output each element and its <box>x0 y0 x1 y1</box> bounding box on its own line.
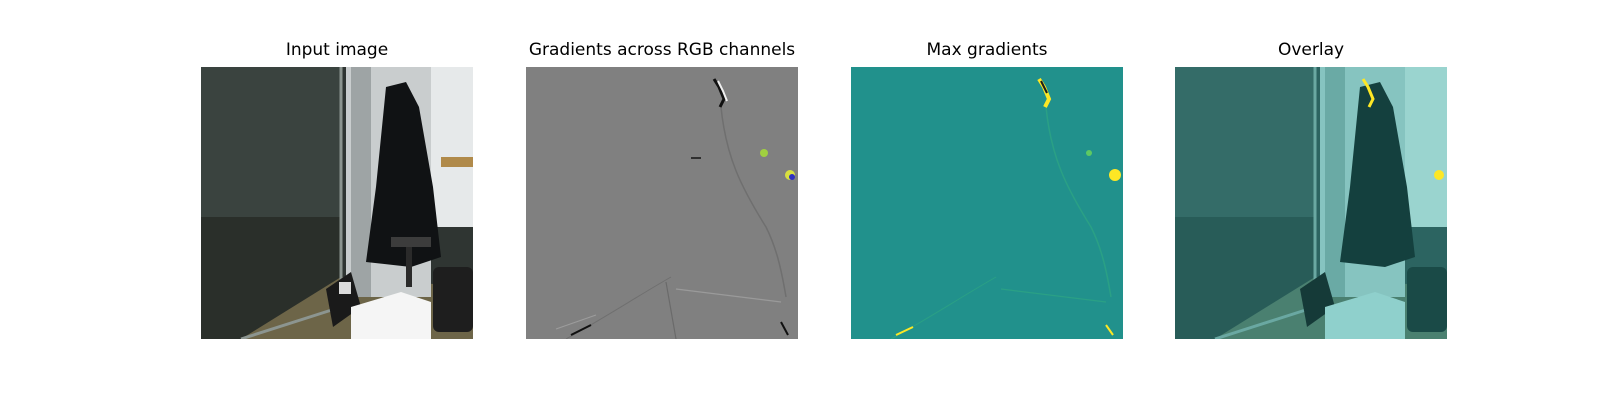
rgb-gradient-map <box>526 67 798 339</box>
panel-title: Max gradients <box>926 40 1048 60</box>
overlay-image <box>1175 67 1447 339</box>
panel-title: Overlay <box>1277 40 1345 60</box>
panel-title: Input image <box>285 40 389 60</box>
max-gradient-map <box>851 67 1123 339</box>
input-image <box>201 67 473 339</box>
panel-title: Gradients across RGB channels <box>528 40 796 60</box>
